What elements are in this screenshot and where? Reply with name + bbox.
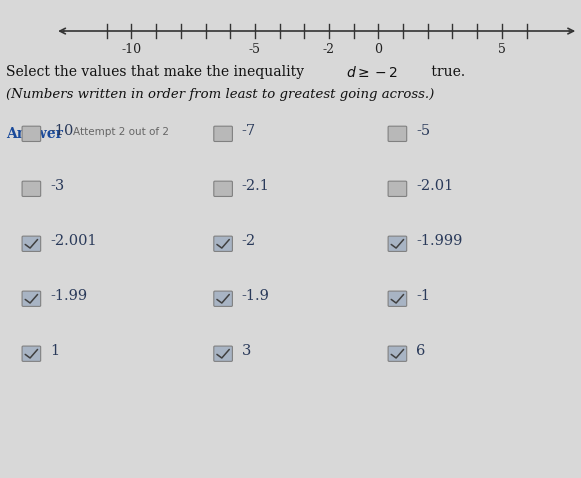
- Text: Answer: Answer: [6, 127, 63, 141]
- Text: 0: 0: [374, 43, 382, 56]
- FancyBboxPatch shape: [214, 236, 232, 251]
- Text: -7: -7: [242, 124, 256, 139]
- Text: 1: 1: [50, 344, 59, 358]
- FancyBboxPatch shape: [388, 346, 407, 361]
- Text: -10: -10: [121, 43, 142, 56]
- FancyBboxPatch shape: [22, 181, 41, 196]
- Text: 5: 5: [498, 43, 506, 56]
- Text: 3: 3: [242, 344, 251, 358]
- FancyBboxPatch shape: [214, 181, 232, 196]
- Text: true.: true.: [427, 65, 465, 78]
- Text: -3: -3: [50, 179, 64, 194]
- FancyBboxPatch shape: [388, 291, 407, 306]
- Text: -2.01: -2.01: [416, 179, 453, 194]
- Text: -2: -2: [242, 234, 256, 249]
- Text: Select the values that make the inequality: Select the values that make the inequali…: [6, 65, 308, 78]
- Text: -1.999: -1.999: [416, 234, 462, 249]
- FancyBboxPatch shape: [22, 291, 41, 306]
- FancyBboxPatch shape: [214, 126, 232, 141]
- Text: -2.001: -2.001: [50, 234, 96, 249]
- Text: -10: -10: [50, 124, 73, 139]
- Text: Attempt 2 out of 2: Attempt 2 out of 2: [73, 127, 168, 137]
- FancyBboxPatch shape: [388, 181, 407, 196]
- Text: -1: -1: [416, 289, 430, 304]
- Text: $d \geq -2$: $d \geq -2$: [346, 65, 398, 79]
- Text: -5: -5: [249, 43, 261, 56]
- Text: -1.9: -1.9: [242, 289, 270, 304]
- Text: -1.99: -1.99: [50, 289, 87, 304]
- FancyBboxPatch shape: [22, 126, 41, 141]
- FancyBboxPatch shape: [388, 236, 407, 251]
- Text: -5: -5: [416, 124, 430, 139]
- FancyBboxPatch shape: [214, 291, 232, 306]
- FancyBboxPatch shape: [22, 236, 41, 251]
- Text: -2: -2: [323, 43, 335, 56]
- FancyBboxPatch shape: [22, 346, 41, 361]
- Text: (Numbers written in order from least to greatest going across.): (Numbers written in order from least to …: [6, 88, 434, 101]
- Text: -2.1: -2.1: [242, 179, 270, 194]
- Text: 6: 6: [416, 344, 425, 358]
- FancyBboxPatch shape: [388, 126, 407, 141]
- FancyBboxPatch shape: [214, 346, 232, 361]
